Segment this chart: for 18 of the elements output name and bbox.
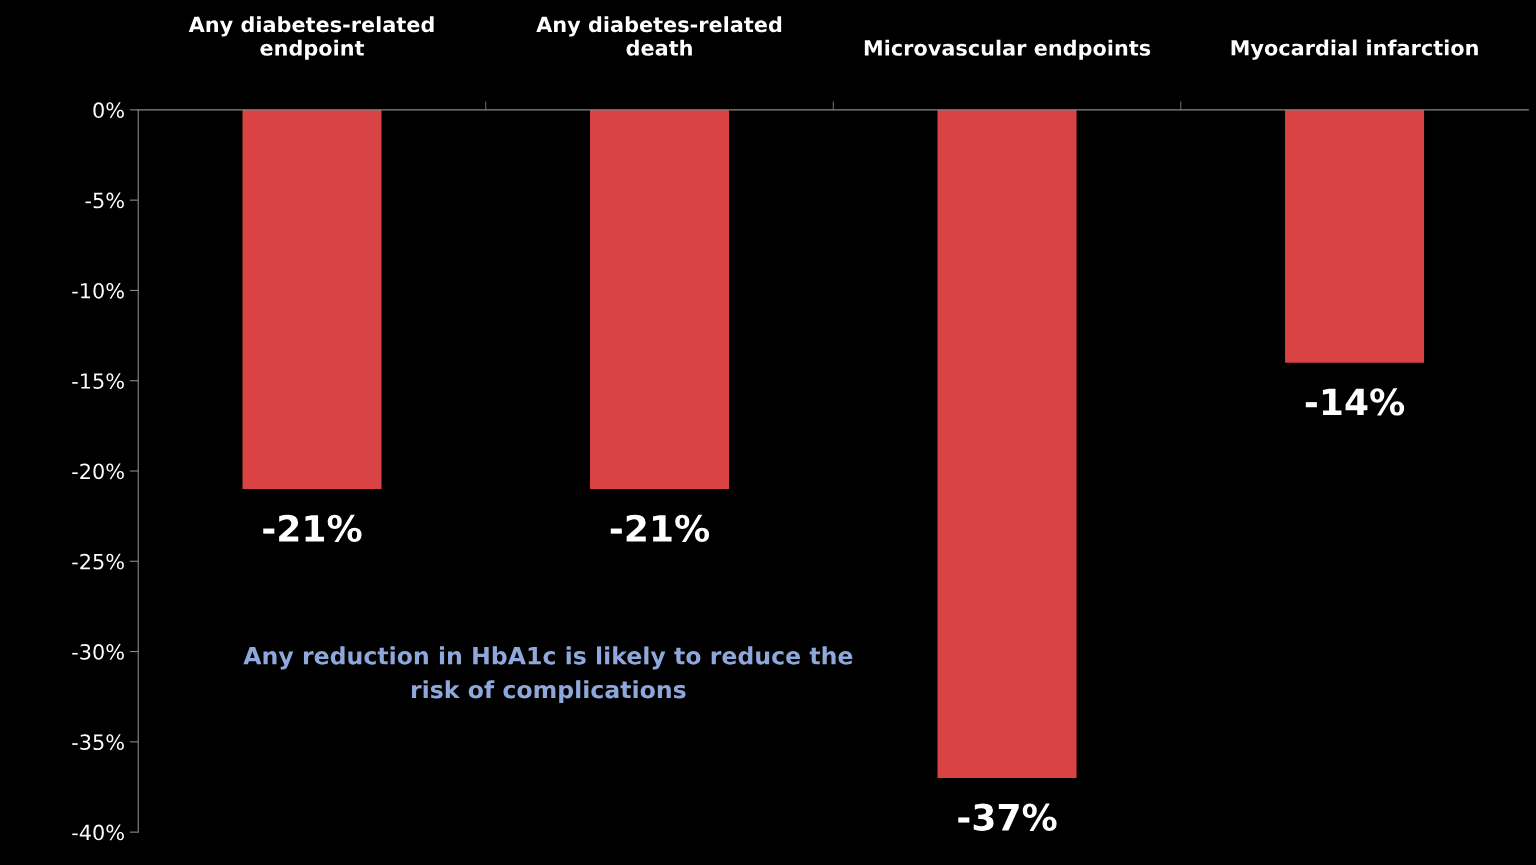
data-label: -21% bbox=[263, 514, 362, 542]
data-label: -21% bbox=[610, 514, 710, 542]
y-tick-label: -5% bbox=[85, 192, 124, 209]
x-tick-label: Any diabetes-related endpoint bbox=[188, 16, 434, 60]
annotation: Any reduction in HbA1c is likely to reduce the risk of complications bbox=[243, 646, 853, 704]
y-tick-label: -40% bbox=[72, 824, 124, 841]
x-tick-label: Microvascular endpoints bbox=[864, 39, 1151, 60]
y-tick-label: 0% bbox=[93, 102, 124, 119]
y-tick-label: -25% bbox=[72, 553, 124, 570]
x-tick-label: Any diabetes-related death bbox=[536, 16, 782, 56]
y-tick-label: -15% bbox=[72, 373, 124, 389]
data-label: -14% bbox=[1305, 388, 1405, 416]
y-tick-label: -10% bbox=[72, 282, 124, 299]
data-label: -37% bbox=[958, 803, 1057, 831]
y-tick-label: -35% bbox=[72, 734, 124, 751]
y-tick-label: -30% bbox=[72, 644, 124, 660]
x-tick-label: Myocardial infarction bbox=[1231, 39, 1478, 60]
y-tick-label: -20% bbox=[72, 463, 124, 480]
